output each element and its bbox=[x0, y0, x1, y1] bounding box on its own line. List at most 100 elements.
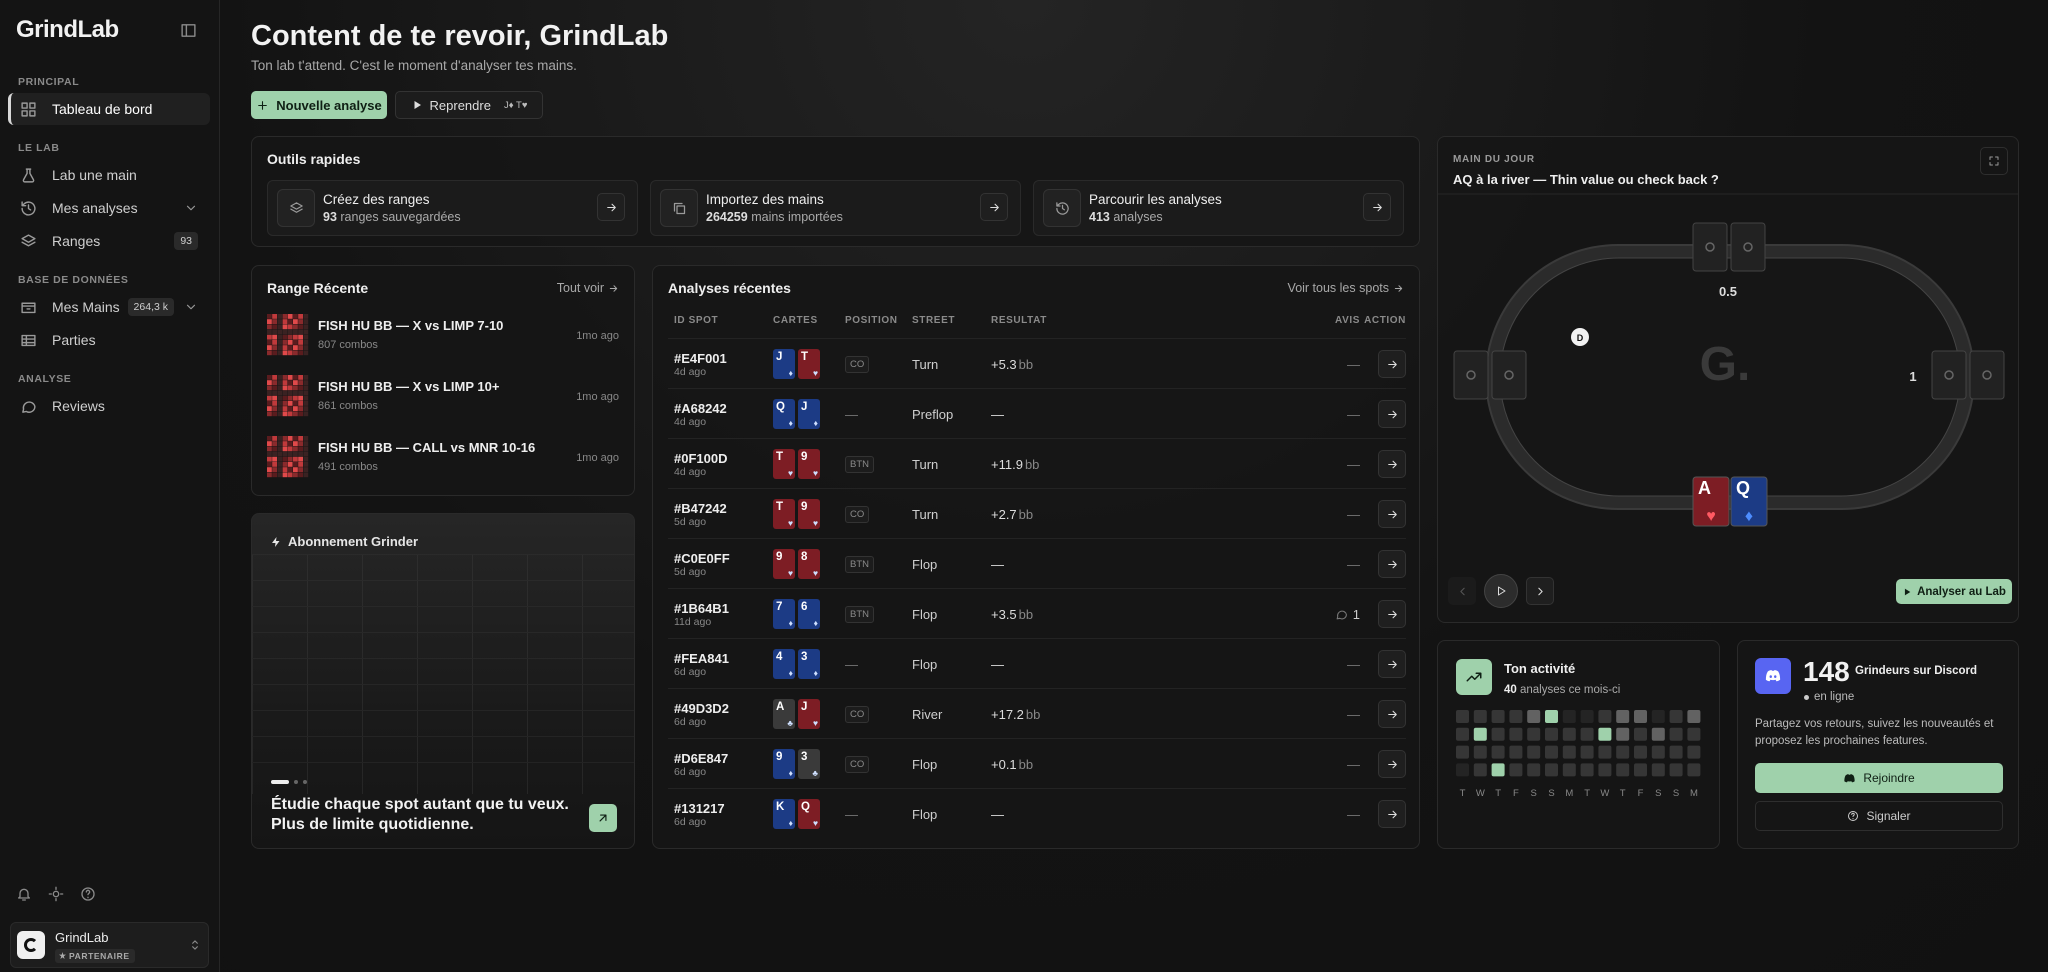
range-cell bbox=[277, 446, 283, 452]
table-row: #FEA841 6d ago 4 ♦ 3 ♦ — Flop — — bbox=[668, 638, 1406, 689]
range-cell bbox=[303, 411, 309, 417]
cell-street: Flop bbox=[912, 656, 938, 672]
range-cell bbox=[287, 401, 293, 406]
avis: — bbox=[1347, 456, 1360, 472]
cell-street: Flop bbox=[912, 606, 938, 622]
icon bbox=[414, 101, 421, 109]
action-button[interactable] bbox=[1378, 750, 1406, 778]
expand-button[interactable] bbox=[1980, 147, 2008, 175]
report-button[interactable]: Signaler bbox=[1755, 801, 2003, 831]
action-button[interactable] bbox=[1378, 800, 1406, 828]
card-suit: ♥ bbox=[787, 568, 793, 578]
nav-item[interactable]: Lab une main bbox=[8, 159, 210, 191]
table-row: #0F100D 4d ago T ♥ 9 ♥ BTN Turn +11.9 bb — bbox=[668, 438, 1406, 489]
join-button[interactable]: Rejoindre bbox=[1755, 763, 2003, 793]
activity-cell bbox=[1634, 710, 1647, 723]
activity-cell bbox=[1527, 710, 1541, 723]
playing-card: 8 ♥ bbox=[798, 549, 820, 579]
nav-item[interactable]: Tableau de bord bbox=[8, 93, 210, 125]
activity-cell bbox=[1509, 710, 1523, 723]
card-suit: ♥ bbox=[812, 718, 818, 728]
cell-id: #0F100D 4d ago bbox=[674, 439, 727, 489]
spot-ago: 5d ago bbox=[674, 515, 707, 528]
quick-tool[interactable]: Créez des ranges 93 ranges sauvegardées bbox=[267, 180, 638, 236]
dot[interactable] bbox=[271, 780, 289, 784]
range-cell bbox=[272, 345, 277, 350]
card-rank: J bbox=[801, 401, 808, 413]
range-name: FISH HU BB — X vs LIMP 7-10 bbox=[318, 318, 504, 333]
playing-card: K ♦ bbox=[773, 799, 795, 829]
range-cell bbox=[282, 334, 288, 340]
new-analysis-button[interactable]: Nouvelle analyse bbox=[251, 91, 387, 119]
activity-cell bbox=[1562, 710, 1576, 723]
action-button[interactable] bbox=[1378, 400, 1406, 428]
play-button[interactable] bbox=[1484, 574, 1518, 608]
card-back bbox=[1969, 350, 2005, 400]
range-cell bbox=[293, 385, 298, 391]
hero-rank: Q bbox=[1736, 478, 1750, 498]
activity-cell bbox=[1562, 727, 1576, 741]
action-button[interactable] bbox=[1378, 550, 1406, 578]
result-unit: bb bbox=[1018, 356, 1034, 372]
range-cell bbox=[298, 340, 303, 345]
column-header: STREET bbox=[912, 315, 956, 326]
prev-button[interactable] bbox=[1448, 577, 1476, 605]
range-thumbnail bbox=[267, 314, 309, 356]
nav-section-label: PRINCIPAL bbox=[18, 76, 80, 88]
user-box[interactable]: GrindLab PARTENAIRE bbox=[10, 922, 209, 968]
card-rank: T bbox=[776, 451, 784, 463]
card-suit: ♦ bbox=[788, 818, 793, 828]
activity-cell bbox=[1598, 710, 1612, 723]
nav-item[interactable]: Mes Mains 264,3 k bbox=[8, 291, 210, 323]
action-button[interactable] bbox=[1378, 600, 1406, 628]
sidebar-toggle[interactable] bbox=[180, 22, 197, 44]
range-cell bbox=[267, 375, 272, 380]
cell-cards: 4 ♦ 3 ♦ bbox=[773, 639, 823, 689]
nav-item[interactable]: Mes analyses bbox=[8, 192, 210, 224]
action-button[interactable] bbox=[1378, 700, 1406, 728]
range-cell bbox=[298, 314, 303, 319]
subscription-open-button[interactable] bbox=[589, 804, 617, 832]
dot[interactable] bbox=[303, 780, 307, 784]
footer-button[interactable] bbox=[16, 886, 32, 907]
range-cell bbox=[277, 385, 283, 391]
hero-suit: ♥ bbox=[1706, 508, 1716, 525]
range-cell bbox=[298, 350, 303, 356]
range-cell bbox=[298, 390, 303, 396]
nav-item[interactable]: Reviews bbox=[8, 390, 210, 422]
action-button[interactable] bbox=[1378, 450, 1406, 478]
dot[interactable] bbox=[294, 780, 298, 784]
icon-path bbox=[1498, 586, 1506, 596]
cell-avis: — bbox=[1347, 739, 1360, 789]
table-row: #E4F001 4d ago J ♦ T ♥ CO Turn +5.3 bb — bbox=[668, 338, 1406, 389]
icon bbox=[21, 101, 36, 117]
activity-cell bbox=[1491, 727, 1505, 741]
result-unit: bb bbox=[1018, 606, 1034, 622]
tool-count: 264259 bbox=[706, 210, 748, 224]
range-cell bbox=[287, 411, 293, 417]
quick-tool[interactable]: Parcourir les analyses 413 analyses bbox=[1033, 180, 1404, 236]
activity-cell bbox=[1687, 710, 1701, 723]
footer-button[interactable] bbox=[48, 886, 64, 907]
action-button[interactable] bbox=[1378, 650, 1406, 678]
column-header: AVIS bbox=[1335, 315, 1360, 326]
resume-button[interactable]: Reprendre J♦ T♥ bbox=[395, 91, 543, 119]
action-button[interactable] bbox=[1378, 350, 1406, 378]
playing-card: 4 ♦ bbox=[773, 649, 795, 679]
see-all-link[interactable]: Tout voir bbox=[557, 281, 619, 295]
next-button[interactable] bbox=[1526, 577, 1554, 605]
range-cell bbox=[293, 334, 298, 340]
quick-tool[interactable]: Importez des mains 264259 mains importées bbox=[650, 180, 1021, 236]
analyze-button[interactable]: Analyser au Lab bbox=[1896, 579, 2012, 604]
playing-card: T ♥ bbox=[773, 449, 795, 479]
footer-button[interactable] bbox=[80, 886, 96, 907]
cell-id: #B47242 5d ago bbox=[674, 489, 727, 539]
nav-item[interactable]: Parties bbox=[8, 324, 210, 356]
range-ago: 1mo ago bbox=[576, 452, 619, 464]
cell-position: BTN bbox=[845, 589, 874, 639]
activity-cell bbox=[1669, 745, 1683, 759]
range-cell bbox=[303, 441, 309, 446]
action-button[interactable] bbox=[1378, 500, 1406, 528]
nav-item[interactable]: Ranges 93 bbox=[8, 225, 210, 257]
see-all-link[interactable]: Voir tous les spots bbox=[1288, 281, 1404, 295]
